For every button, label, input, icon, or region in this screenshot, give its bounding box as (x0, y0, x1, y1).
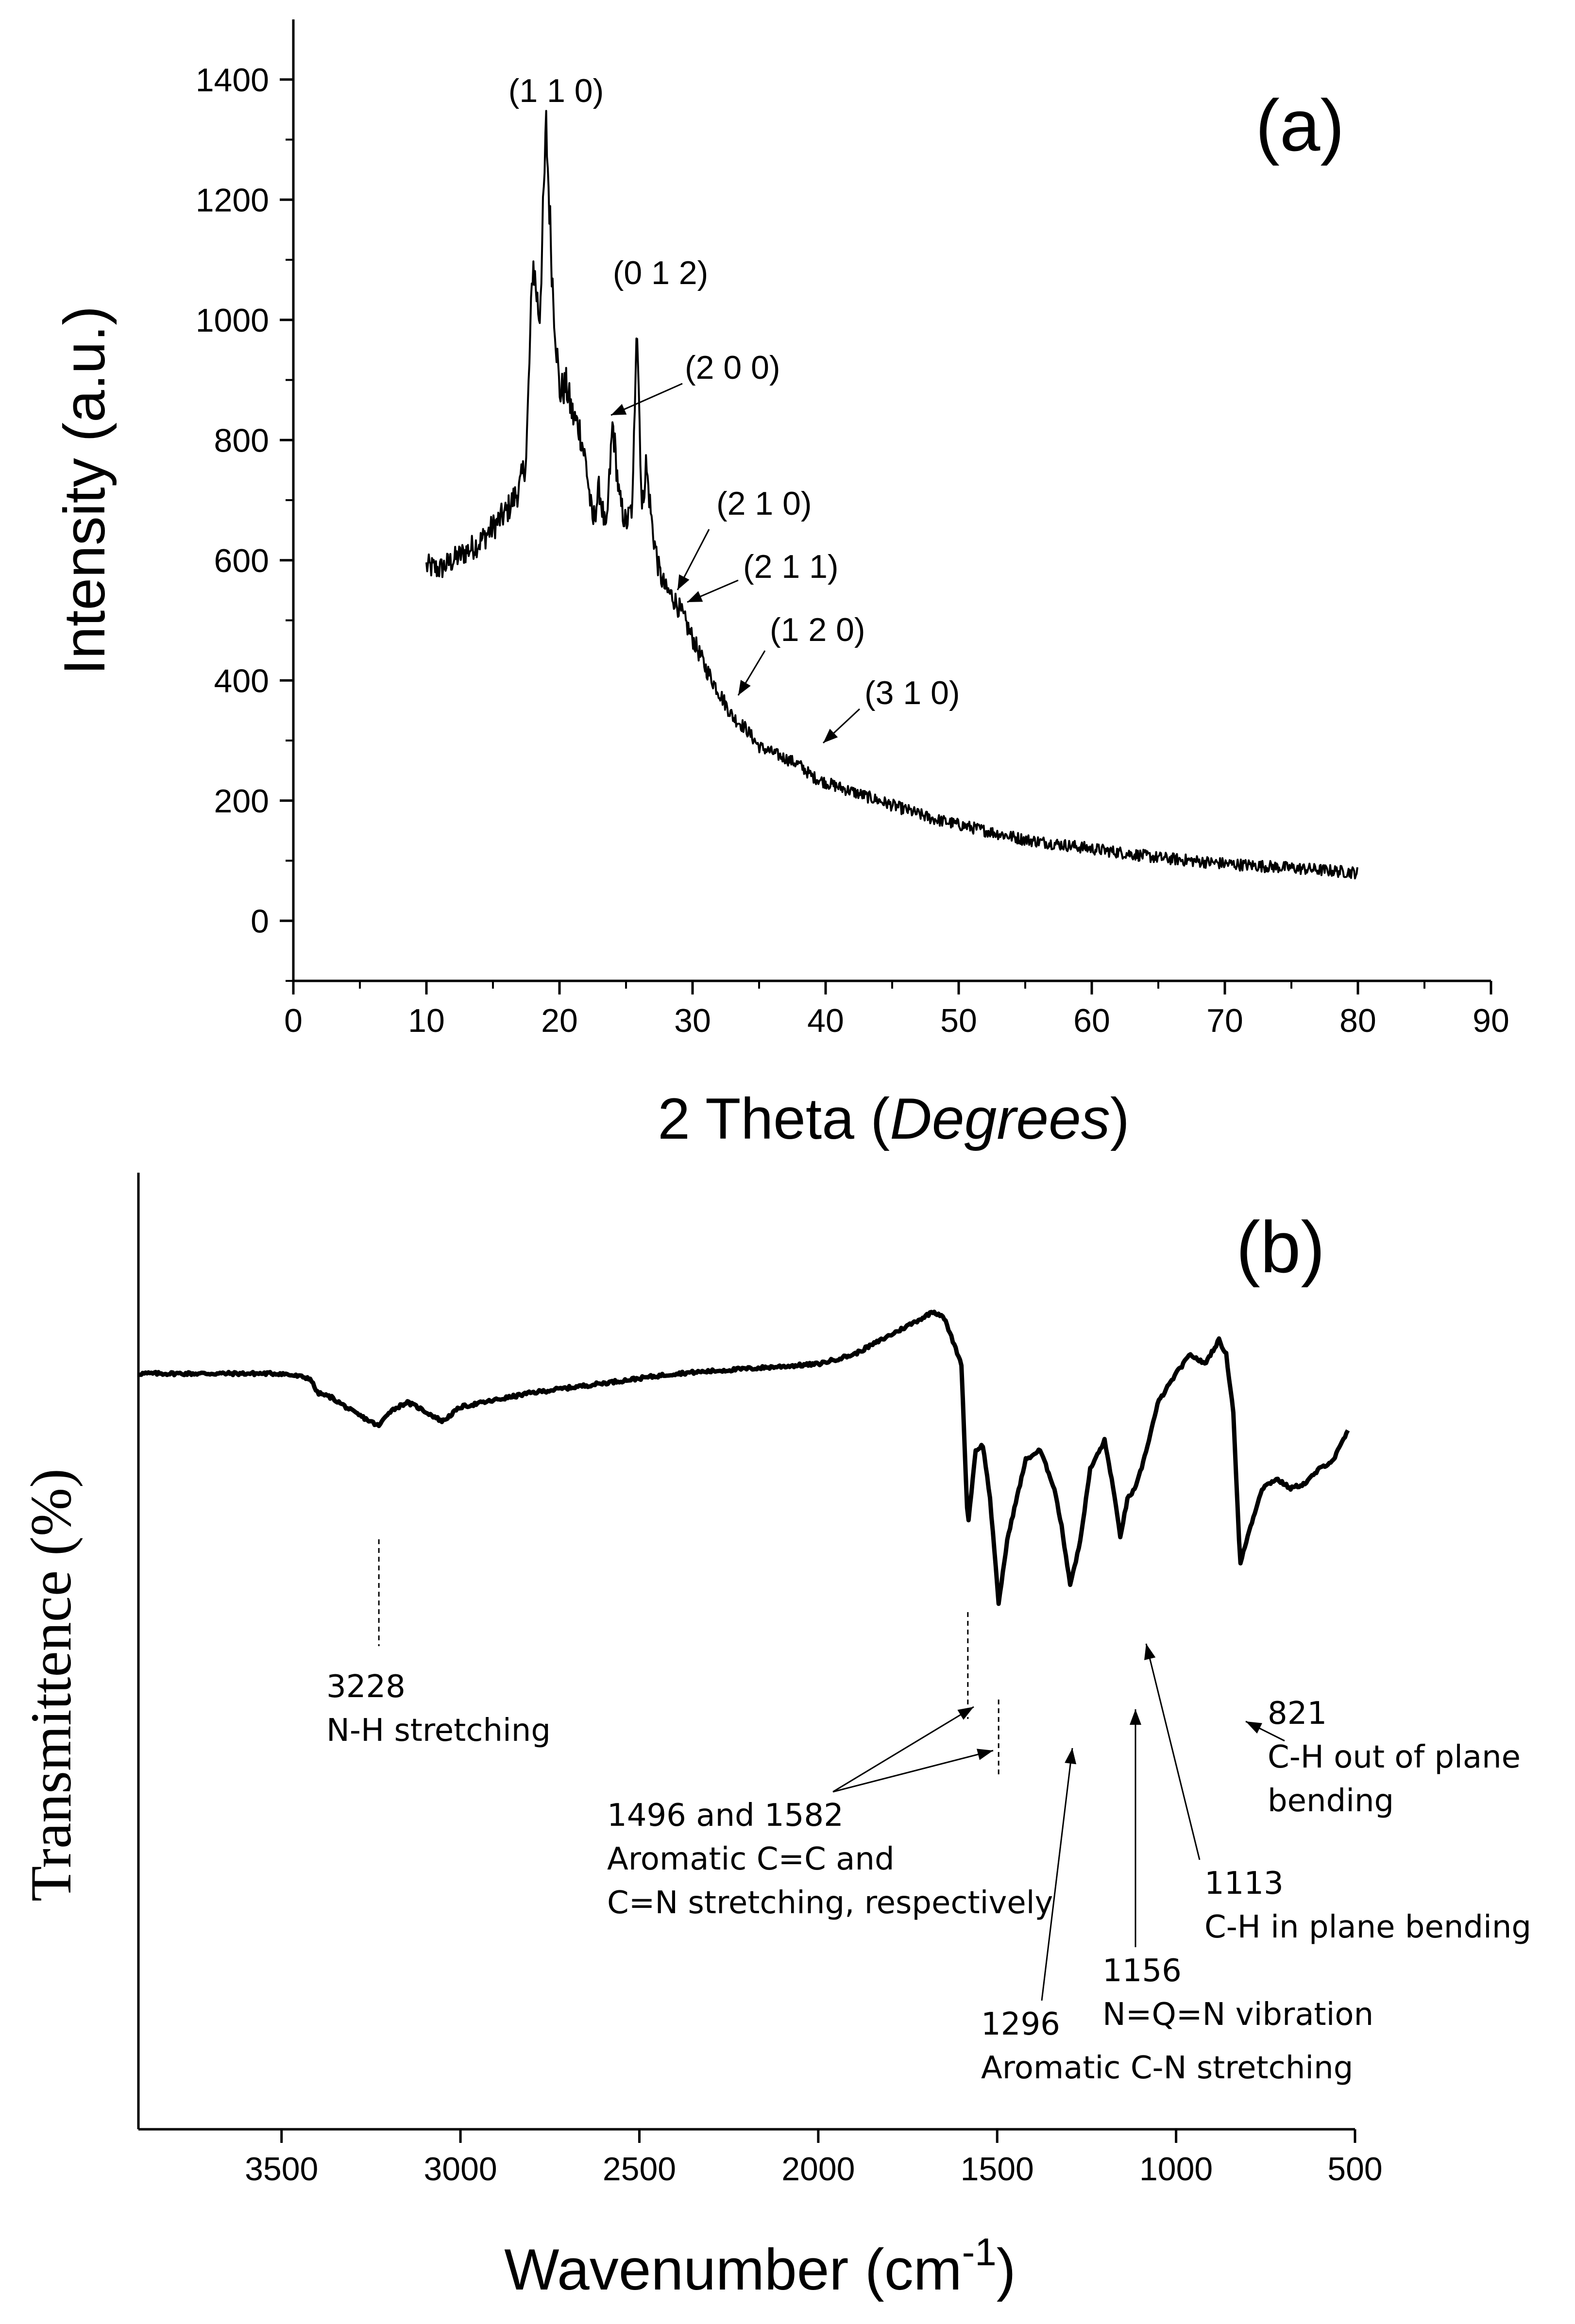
panel-label-a: (a) (1255, 84, 1344, 166)
ftir-axes (137, 1173, 1355, 2131)
xrd-y-tick-label: 1000 (196, 302, 269, 339)
ftir-1113-arrow-line (1145, 1643, 1201, 1860)
xrd-peak-label: (2 0 0) (685, 349, 780, 386)
xrd-arrow-head (823, 728, 838, 743)
xrd-peak-label: (1 1 0) (508, 72, 604, 109)
ftir-1156-arrow-head (1130, 1709, 1141, 1725)
xrd-x-tick-label: 30 (674, 1002, 711, 1039)
xrd-y-tick-label: 800 (214, 422, 269, 459)
xrd-x-tick-label: 20 (541, 1002, 578, 1039)
ftir-ch-in-plane-label: 1113 (1204, 1866, 1284, 1902)
ftir-nh-label: 3228 (326, 1669, 406, 1705)
xrd-arrow-head (738, 680, 751, 695)
ftir-x-tick-label: 1000 (1139, 2151, 1213, 2188)
ftir-nqn-label: 1156 (1102, 1953, 1182, 1989)
xrd-x-tick-label: 50 (940, 1002, 977, 1039)
xrd-peak-label: (1 2 0) (770, 611, 865, 648)
ftir-ticks: 3500 3000 2500 2000 1500 1000 500 (245, 2129, 1383, 2188)
xrd-annotations: (1 1 0) (0 1 2) (2 0 0) (2 1 0) (2 1 1) (1 2 … (508, 72, 960, 744)
xrd-y-axis-label: Intensity (a.u.) (52, 306, 117, 675)
ftir-nh-label: N-H stretching (326, 1713, 551, 1749)
xrd-arrow-head (611, 404, 627, 415)
xrd-x-tick-label: 40 (807, 1002, 844, 1039)
ftir-1582-arrow-head (957, 1707, 974, 1720)
xrd-y-tick-label: 1200 (196, 182, 269, 219)
ftir-nqn-label: N=Q=N vibration (1102, 1997, 1373, 2033)
xrd-x-tick-label: 90 (1473, 1002, 1509, 1039)
ftir-x-axis-label: Wavenumber (cm-1) (504, 2230, 1016, 2302)
ftir-x-tick-label: 2500 (603, 2151, 676, 2188)
xrd-x-tick-label: 60 (1073, 1002, 1110, 1039)
ftir-x-label-base: Wavenumber (cm (504, 2237, 962, 2302)
xrd-x-label-suffix: ) (1110, 1086, 1130, 1151)
xrd-series-line (425, 110, 1358, 879)
xrd-peak-label: (2 1 1) (743, 548, 839, 585)
ftir-ccn-label: C=N stretching, respectively (607, 1885, 1053, 1921)
xrd-x-tick-label: 10 (408, 1002, 445, 1039)
ftir-y-axis-label: Transmittence (%) (18, 1468, 83, 1902)
xrd-y-tick-label: 200 (214, 783, 269, 820)
xrd-x-tick-label: 0 (284, 1002, 303, 1039)
ftir-x-label-suffix: ) (997, 2237, 1016, 2302)
ftir-1296-arrow-head (1065, 1748, 1077, 1765)
xrd-ticks: 0 10 20 30 40 50 60 70 80 90 0 200 400 600 800 1000 1200… (196, 62, 1509, 1039)
xrd-peak-label: (2 1 0) (716, 485, 812, 522)
xrd-panel: 0 10 20 30 40 50 60 70 80 90 0 200 400 600 800 1000 1200… (52, 19, 1509, 1151)
ftir-panel: 3500 3000 2500 2000 1500 1000 500 3228 N-H stre… (18, 1173, 1531, 2302)
ftir-series-line (137, 1310, 1350, 1606)
xrd-peak-label: (0 1 2) (613, 254, 709, 291)
xrd-x-axis-label: 2 Theta (Degrees) (658, 1086, 1130, 1151)
xrd-peak-label: (3 1 0) (864, 674, 960, 711)
ftir-ch-in-plane-label: C-H in plane bending (1204, 1909, 1531, 1945)
xrd-arrow-head (677, 574, 690, 590)
xrd-arrow-head (687, 591, 703, 602)
xrd-y-tick-label: 1400 (196, 62, 269, 99)
ftir-1296-arrow-line (1041, 1748, 1073, 2001)
ftir-x-tick-label: 500 (1327, 2151, 1382, 2188)
ftir-x-tick-label: 2000 (781, 2151, 855, 2188)
ftir-x-tick-label: 1500 (961, 2151, 1034, 2188)
ftir-annotations: 3228 N-H stretching 1496 and 1582 Aromatic … (326, 1539, 1531, 2086)
xrd-y-tick-label: 0 (251, 903, 269, 940)
xrd-x-tick-label: 70 (1206, 1002, 1243, 1039)
xrd-x-tick-label: 80 (1339, 1002, 1376, 1039)
ftir-1113-arrow-head (1144, 1644, 1156, 1660)
panel-label-b: (b) (1236, 1206, 1325, 1288)
ftir-cn-label: 1296 (981, 2006, 1060, 2042)
ftir-x-tick-label: 3000 (423, 2151, 497, 2188)
xrd-x-label-italic: Degrees (890, 1086, 1110, 1151)
ftir-1496-arrow-head (977, 1749, 993, 1760)
ftir-cn-label: Aromatic C-N stretching (981, 2050, 1353, 2086)
ftir-x-tick-label: 3500 (245, 2151, 318, 2188)
ftir-ch-out-plane-label: C-H out of plane (1268, 1739, 1521, 1775)
ftir-821-arrow-head (1246, 1721, 1262, 1734)
ftir-ccn-label: Aromatic C=C and (607, 1841, 895, 1877)
ftir-1582-arrow-line (832, 1706, 974, 1793)
ftir-ch-out-plane-label: 821 (1268, 1696, 1327, 1732)
ftir-1496-arrow-line (832, 1750, 994, 1793)
xrd-y-tick-label: 600 (214, 542, 269, 579)
ftir-x-label-sup: -1 (962, 2230, 997, 2273)
ftir-ccn-label: 1496 and 1582 (607, 1798, 844, 1834)
ftir-ch-out-plane-label: bending (1268, 1783, 1394, 1819)
xrd-x-label-prefix: 2 Theta ( (658, 1086, 890, 1151)
xrd-y-tick-label: 400 (214, 662, 269, 699)
